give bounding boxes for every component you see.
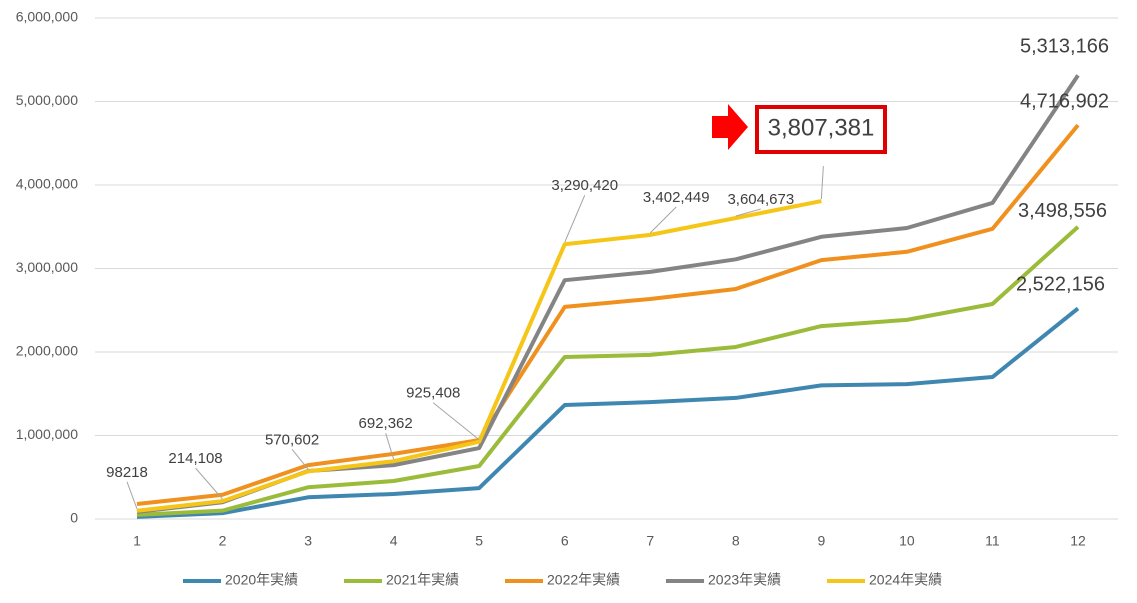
legend-label: 2020年実績 [225,572,298,588]
legend-label: 2022年実績 [547,572,620,588]
legend-label: 2024年実績 [869,572,942,588]
x-tick-label: 5 [475,533,483,549]
x-tick-label: 11 [985,533,1000,549]
leader-line [195,467,223,500]
legend-label: 2021年実績 [386,572,459,588]
value-label: 214,108 [168,450,222,467]
y-tick-label: 5,000,000 [16,92,78,108]
x-tick-label: 12 [1070,533,1086,549]
x-tick-label: 3 [304,533,312,549]
x-tick-label: 8 [732,533,740,549]
x-tick-label: 10 [899,533,915,549]
highlight-box [755,105,887,154]
line-series [136,123,1080,506]
value-label: 4,716,902 [1020,90,1109,112]
leader-line [649,206,677,234]
arrow-icon [712,104,748,150]
leader-line [385,433,395,460]
leader-line [126,481,138,509]
x-tick-label: 2 [219,533,227,549]
value-label: 925,408 [406,385,460,402]
y-tick-label: 0 [70,510,78,526]
x-tick-label: 4 [390,533,398,549]
value-label: 3,498,556 [1018,200,1107,222]
y-tick-label: 3,000,000 [16,259,78,275]
line-series [136,306,1080,519]
value-label: 692,362 [359,415,413,432]
leader-line [564,195,586,243]
y-tick-label: 6,000,000 [16,9,78,25]
x-tick-label: 9 [817,533,825,549]
value-label: 98218 [106,464,148,481]
value-label: 2,522,156 [1016,274,1105,296]
line-series [136,199,822,513]
value-label: 3,290,420 [551,177,618,194]
line-series [136,225,1080,517]
x-tick-label: 6 [561,533,569,549]
x-tick-label: 7 [646,533,654,549]
value-label: 3,807,381 [768,114,875,141]
y-tick-label: 1,000,000 [16,426,78,442]
x-tick-label: 1 [133,533,141,549]
leader-line [820,166,824,200]
legend-label: 2023年実績 [708,572,781,588]
value-label: 3,402,449 [643,189,710,206]
y-tick-label: 4,000,000 [16,176,78,192]
value-label: 570,602 [265,431,319,448]
leader-line [291,449,309,470]
value-label: 5,313,166 [1020,36,1109,58]
leader-line [432,402,480,441]
y-tick-label: 2,000,000 [16,343,78,359]
leader-line [735,208,761,217]
value-label: 3,604,673 [727,191,794,208]
